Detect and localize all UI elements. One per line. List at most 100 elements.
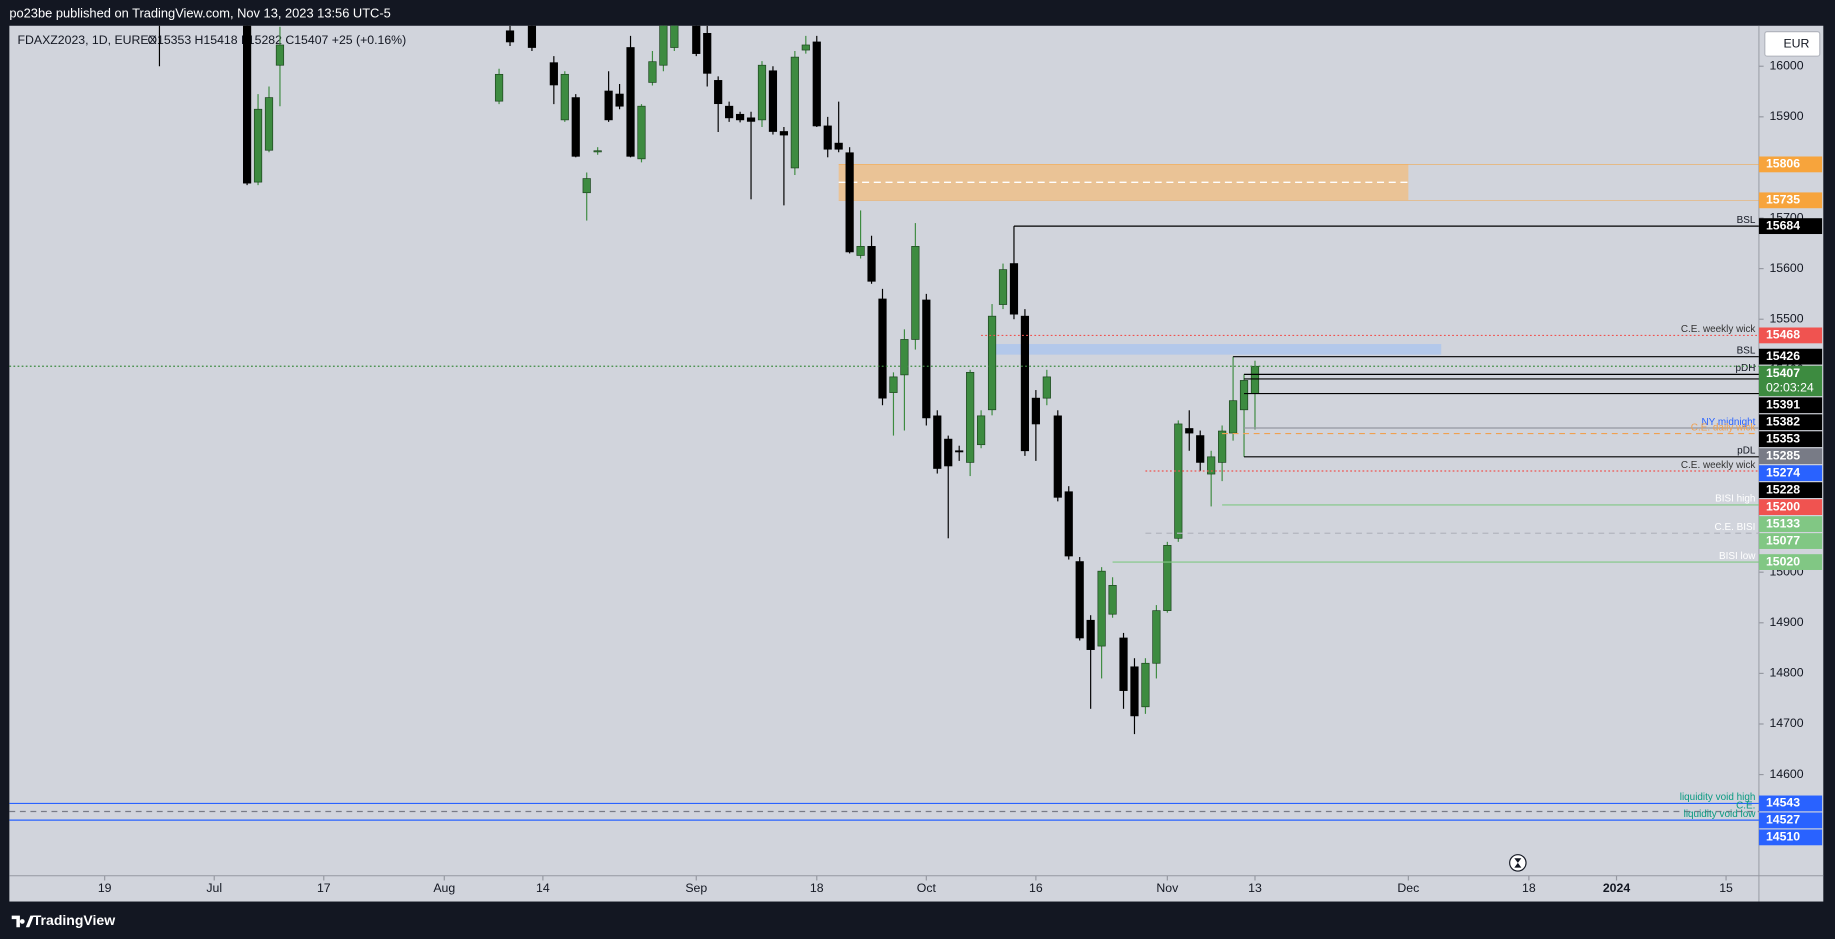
candle-body — [494, 73, 504, 102]
price-box — [1758, 554, 1823, 570]
y-tick-label: 16000 — [1769, 58, 1803, 72]
candle-body — [1141, 662, 1150, 708]
x-tick-label: 13 — [1248, 881, 1262, 895]
candle-body — [779, 131, 789, 136]
price-box — [1758, 414, 1823, 431]
candle-body — [593, 150, 602, 153]
price-box-label: 15020 — [1766, 554, 1800, 568]
candle-body — [955, 450, 964, 453]
x-tick-label: Dec — [1397, 881, 1419, 895]
candle-body — [637, 105, 646, 160]
price-box-label: 15200 — [1766, 499, 1800, 513]
x-tick-label: 15 — [1719, 881, 1733, 895]
candle-body — [933, 415, 942, 469]
candle-body — [1196, 435, 1205, 463]
x-tick-label: Oct — [917, 881, 937, 895]
legend-symbol: FDAXZ2023, 1D, EUREX — [18, 33, 157, 47]
candle-body — [253, 108, 263, 183]
price-box — [1758, 795, 1823, 812]
candle-body — [1239, 380, 1249, 411]
price-box-label: 14543 — [1766, 796, 1800, 810]
candle-body — [735, 113, 745, 121]
price-box-label: 15407 — [1766, 366, 1800, 380]
replay-glyph — [1514, 858, 1522, 868]
level-label: BSL — [1737, 215, 1756, 226]
candle-body — [1218, 430, 1227, 463]
candle-body — [725, 105, 734, 119]
candle-body — [812, 41, 821, 127]
candle-body — [834, 142, 843, 150]
x-tick-label: 19 — [98, 881, 112, 895]
candle-body — [659, 25, 668, 66]
candle-body — [856, 246, 865, 256]
candle-body — [527, 25, 537, 48]
candle-body — [505, 30, 515, 43]
level-label: BISI high — [1715, 494, 1755, 505]
publish-header: po23be published on TradingView.com, Nov… — [9, 5, 390, 20]
price-box-label: 15468 — [1766, 328, 1800, 342]
legend-ohlc: O15353 H15418 L15282 C15407 +25 (+0.16%) — [147, 33, 406, 47]
price-box-label: 15806 — [1766, 157, 1800, 171]
level-label: C.E. BISI — [1715, 522, 1756, 533]
currency-box[interactable] — [1764, 31, 1821, 57]
currency[interactable]: EUR — [1784, 37, 1810, 51]
candle-body — [801, 44, 810, 51]
candle-body — [1020, 315, 1030, 452]
candle-body — [889, 376, 898, 393]
price-box — [1758, 218, 1823, 235]
level-label: BISI low — [1719, 551, 1756, 562]
candle-body — [264, 97, 274, 151]
replay-icon[interactable] — [1509, 854, 1527, 872]
y-tick-label: 15900 — [1769, 109, 1803, 123]
x-tick-label: 17 — [317, 881, 331, 895]
price-box — [1758, 192, 1823, 209]
level-label: liquidity void high — [1680, 792, 1756, 803]
price-box-label: 15391 — [1766, 397, 1800, 411]
candle-body — [790, 56, 799, 169]
candle-body — [1228, 400, 1238, 434]
candle-body — [977, 415, 986, 446]
price-box — [1758, 397, 1823, 414]
candle-body — [714, 80, 723, 105]
candle-body — [1097, 570, 1106, 647]
candle-body — [1130, 666, 1139, 717]
panel — [9, 25, 1824, 902]
price-box-label: 15228 — [1766, 482, 1800, 496]
price-box — [1758, 812, 1823, 829]
candle-body — [626, 47, 635, 157]
candle-body — [845, 152, 854, 253]
price-box — [1758, 499, 1823, 516]
candle-body — [966, 371, 975, 463]
candle-body — [1207, 456, 1216, 475]
x-tick-label: Nov — [1156, 881, 1179, 895]
y-tick-label: 14900 — [1769, 615, 1803, 629]
axes: 1460014700148001490015000151001520015300… — [98, 58, 1823, 895]
candle-body — [582, 178, 591, 194]
candle-body — [1031, 397, 1040, 425]
candle-body — [911, 246, 920, 340]
candle-body — [615, 93, 624, 107]
price-box — [1758, 482, 1823, 499]
candle-body — [944, 438, 953, 467]
candle-body — [1009, 263, 1019, 315]
candle-body — [670, 25, 679, 48]
candle-body — [703, 32, 712, 74]
candle-body — [604, 90, 613, 121]
level-label: NY midnight — [1701, 417, 1755, 428]
level-label: BSL — [1737, 345, 1756, 356]
price-box-label: 15684 — [1766, 218, 1800, 232]
price-box — [1758, 465, 1823, 482]
x-tick-label: Sep — [685, 881, 707, 895]
candle-body — [242, 25, 252, 184]
price-box — [1758, 829, 1823, 846]
zone — [992, 344, 1442, 355]
level-label: C.E. weekly wick — [1681, 460, 1756, 471]
y-tick-label: 15500 — [1769, 311, 1803, 325]
price-box-label: 15382 — [1766, 414, 1800, 428]
level-label: C.E. weekly wick — [1681, 324, 1756, 335]
price-box-label: 15353 — [1766, 431, 1800, 445]
level-label: C.E. — [1736, 800, 1755, 811]
candle-body — [1119, 637, 1128, 691]
